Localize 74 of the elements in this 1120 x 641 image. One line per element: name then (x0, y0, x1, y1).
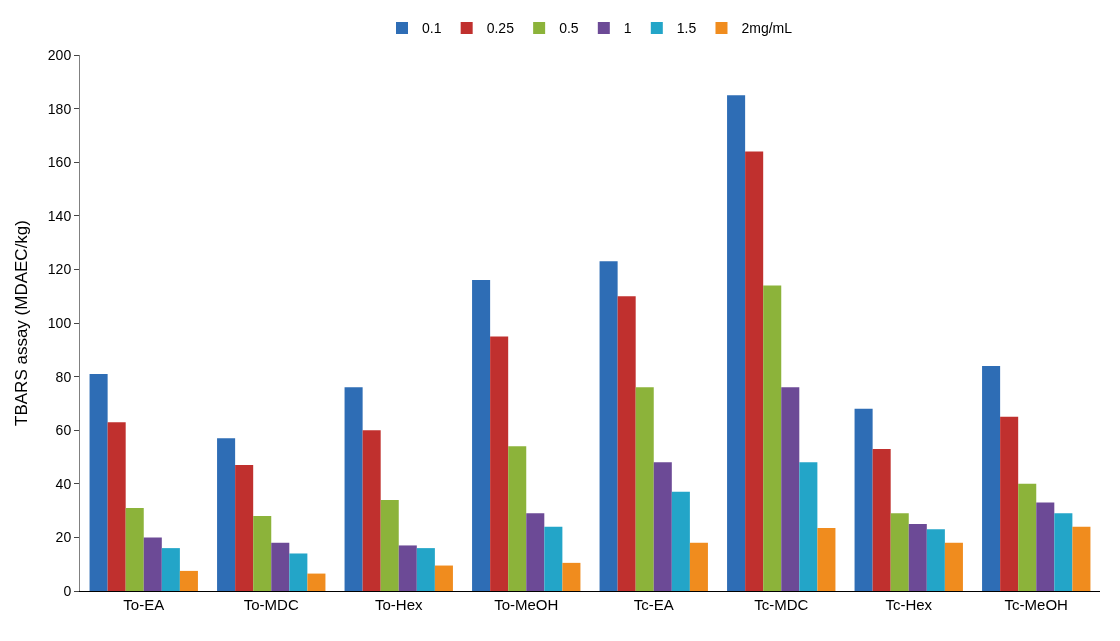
bar (617, 296, 636, 591)
y-tick-label: 60 (55, 422, 72, 439)
bar (508, 446, 527, 591)
bar (217, 438, 236, 591)
bar (653, 462, 672, 591)
legend-label: 1.5 (676, 20, 697, 37)
bar (763, 285, 782, 591)
bar (854, 408, 873, 591)
bar (398, 545, 417, 591)
y-tick-label: 180 (47, 100, 72, 117)
bar (362, 430, 381, 591)
y-tick-label: 100 (47, 314, 72, 331)
bar (599, 261, 618, 591)
bar (143, 537, 162, 591)
legend-label: 0.1 (422, 20, 442, 37)
bar (544, 526, 563, 591)
bar (781, 387, 800, 591)
y-axis-title: TBARS assay (MDAEC/kg) (12, 220, 32, 426)
x-tick-label: Tc-Hex (885, 596, 933, 613)
bar (982, 365, 1001, 591)
x-tick-label: To-MDC (243, 596, 299, 613)
x-tick-label: To-MeOH (494, 596, 559, 613)
bar (745, 151, 764, 591)
bar (689, 542, 708, 591)
bar (107, 422, 126, 591)
bar (799, 462, 818, 591)
bar (727, 95, 746, 591)
bar (161, 548, 180, 591)
bar (1000, 416, 1019, 591)
bar (1036, 502, 1055, 591)
bar (89, 373, 108, 591)
y-tick-label: 140 (47, 207, 72, 224)
x-tick-label: Tc-EA (633, 596, 674, 613)
bar (1018, 483, 1037, 591)
bar (271, 542, 290, 591)
y-tick-label: 20 (55, 529, 72, 546)
bar (908, 524, 927, 591)
bar (1072, 526, 1091, 591)
bar (472, 280, 491, 591)
bar (1054, 513, 1073, 591)
bar (307, 573, 326, 591)
bar (490, 336, 509, 591)
y-tick-label: 80 (55, 368, 72, 385)
legend-label: 2mg/mL (741, 20, 793, 37)
bar (872, 448, 891, 591)
y-tick-label: 0 (63, 582, 72, 599)
y-tick-label: 120 (47, 261, 72, 278)
bar (253, 515, 272, 591)
bar (125, 507, 144, 591)
bar (344, 387, 363, 591)
bar (944, 542, 963, 591)
x-tick-label: Tc-MDC (754, 596, 809, 613)
bar (671, 491, 690, 591)
bar (926, 529, 945, 591)
legend-label: 1 (623, 20, 632, 37)
legend-label: 0.5 (559, 20, 579, 37)
bar (235, 465, 254, 591)
bar (289, 553, 308, 591)
x-tick-label: Tc-MeOH (1004, 596, 1068, 613)
bar (635, 387, 654, 591)
y-tick-label: 40 (55, 475, 72, 492)
bar (526, 513, 545, 591)
bar (890, 513, 909, 591)
bar (416, 548, 435, 591)
bar (434, 565, 453, 591)
bar (817, 528, 836, 591)
y-tick-label: 200 (47, 46, 72, 63)
x-tick-label: To-Hex (374, 596, 423, 613)
bar (562, 562, 581, 591)
x-tick-label: To-EA (123, 596, 165, 613)
y-tick-label: 160 (47, 154, 72, 171)
legend-label: 0.25 (486, 20, 515, 37)
bar (380, 499, 399, 591)
bar (179, 570, 198, 591)
